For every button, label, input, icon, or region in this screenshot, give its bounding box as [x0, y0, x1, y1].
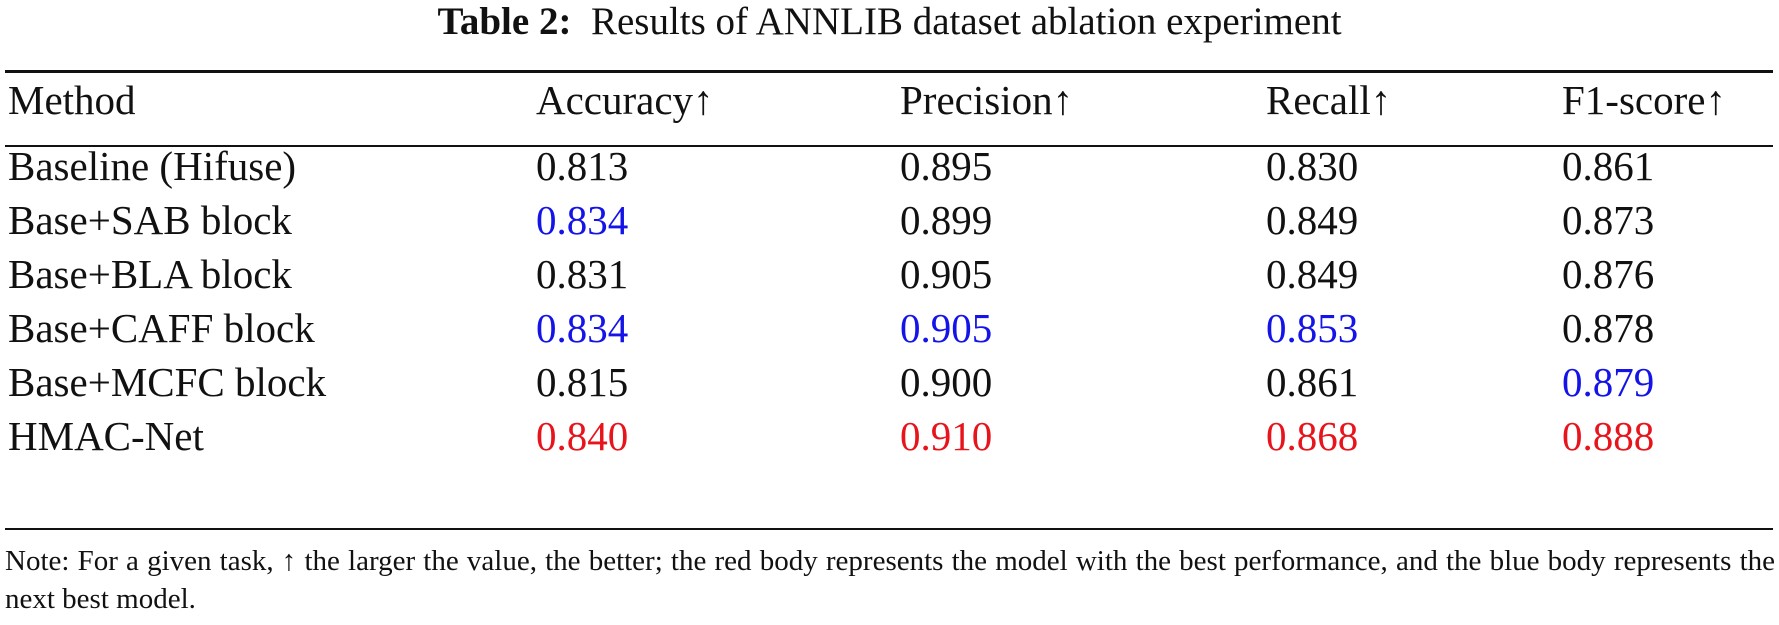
row-f1-score: 0.873: [1562, 197, 1655, 243]
table-header-rule: [5, 145, 1773, 147]
row-method: Base+CAFF block: [8, 305, 315, 351]
table-footnote: Note: For a given task, ↑ the larger the…: [5, 545, 1775, 615]
row-precision: 0.910: [900, 413, 993, 459]
table-row: Baseline (Hifuse) 0.813 0.895 0.830 0.86…: [0, 136, 1779, 196]
header-method: Method: [8, 77, 136, 123]
table-caption-text: Results of ANNLIB dataset ablation exper…: [590, 0, 1342, 43]
row-f1-score: 0.861: [1562, 143, 1655, 189]
table-row: Base+SAB block 0.834 0.899 0.849 0.873: [0, 190, 1779, 250]
row-recall: 0.830: [1266, 143, 1359, 189]
table-row: Base+BLA block 0.831 0.905 0.849 0.876: [0, 244, 1779, 304]
header-recall: Recall↑: [1266, 77, 1392, 123]
row-recall: 0.868: [1266, 413, 1359, 459]
table-row: HMAC-Net 0.840 0.910 0.868 0.888: [0, 406, 1779, 466]
row-f1-score: 0.876: [1562, 251, 1655, 297]
row-precision: 0.895: [900, 143, 993, 189]
row-method: Base+MCFC block: [8, 359, 327, 405]
row-method: Baseline (Hifuse): [8, 143, 297, 189]
row-recall: 0.849: [1266, 197, 1359, 243]
row-accuracy: 0.831: [536, 251, 629, 297]
row-accuracy: 0.834: [536, 197, 629, 243]
row-f1-score: 0.888: [1562, 413, 1655, 459]
table-row: Base+MCFC block 0.815 0.900 0.861 0.879: [0, 352, 1779, 412]
table-top-rule: [5, 70, 1773, 73]
row-method: Base+BLA block: [8, 251, 292, 297]
row-accuracy: 0.834: [536, 305, 629, 351]
table-caption-label: Table 2:: [437, 0, 572, 43]
table-caption: Table 2: Results of ANNLIB dataset ablat…: [0, 0, 1779, 52]
header-accuracy: Accuracy↑: [536, 77, 714, 123]
row-precision: 0.905: [900, 305, 993, 351]
row-accuracy: 0.815: [536, 359, 629, 405]
row-precision: 0.905: [900, 251, 993, 297]
row-method: Base+SAB block: [8, 197, 292, 243]
header-precision: Precision↑: [900, 77, 1074, 123]
row-method: HMAC-Net: [8, 413, 204, 459]
table-header-row: Method Accuracy↑ Precision↑ Recall↑ F1-s…: [0, 70, 1779, 130]
table-row: Base+CAFF block 0.834 0.905 0.853 0.878: [0, 298, 1779, 358]
row-f1-score: 0.879: [1562, 359, 1655, 405]
table-bottom-rule: [5, 528, 1773, 530]
row-precision: 0.899: [900, 197, 993, 243]
row-accuracy: 0.813: [536, 143, 629, 189]
header-f1-score: F1-score↑: [1562, 77, 1726, 123]
row-recall: 0.853: [1266, 305, 1359, 351]
row-precision: 0.900: [900, 359, 993, 405]
row-recall: 0.861: [1266, 359, 1359, 405]
row-f1-score: 0.878: [1562, 305, 1655, 351]
row-accuracy: 0.840: [536, 413, 629, 459]
row-recall: 0.849: [1266, 251, 1359, 297]
